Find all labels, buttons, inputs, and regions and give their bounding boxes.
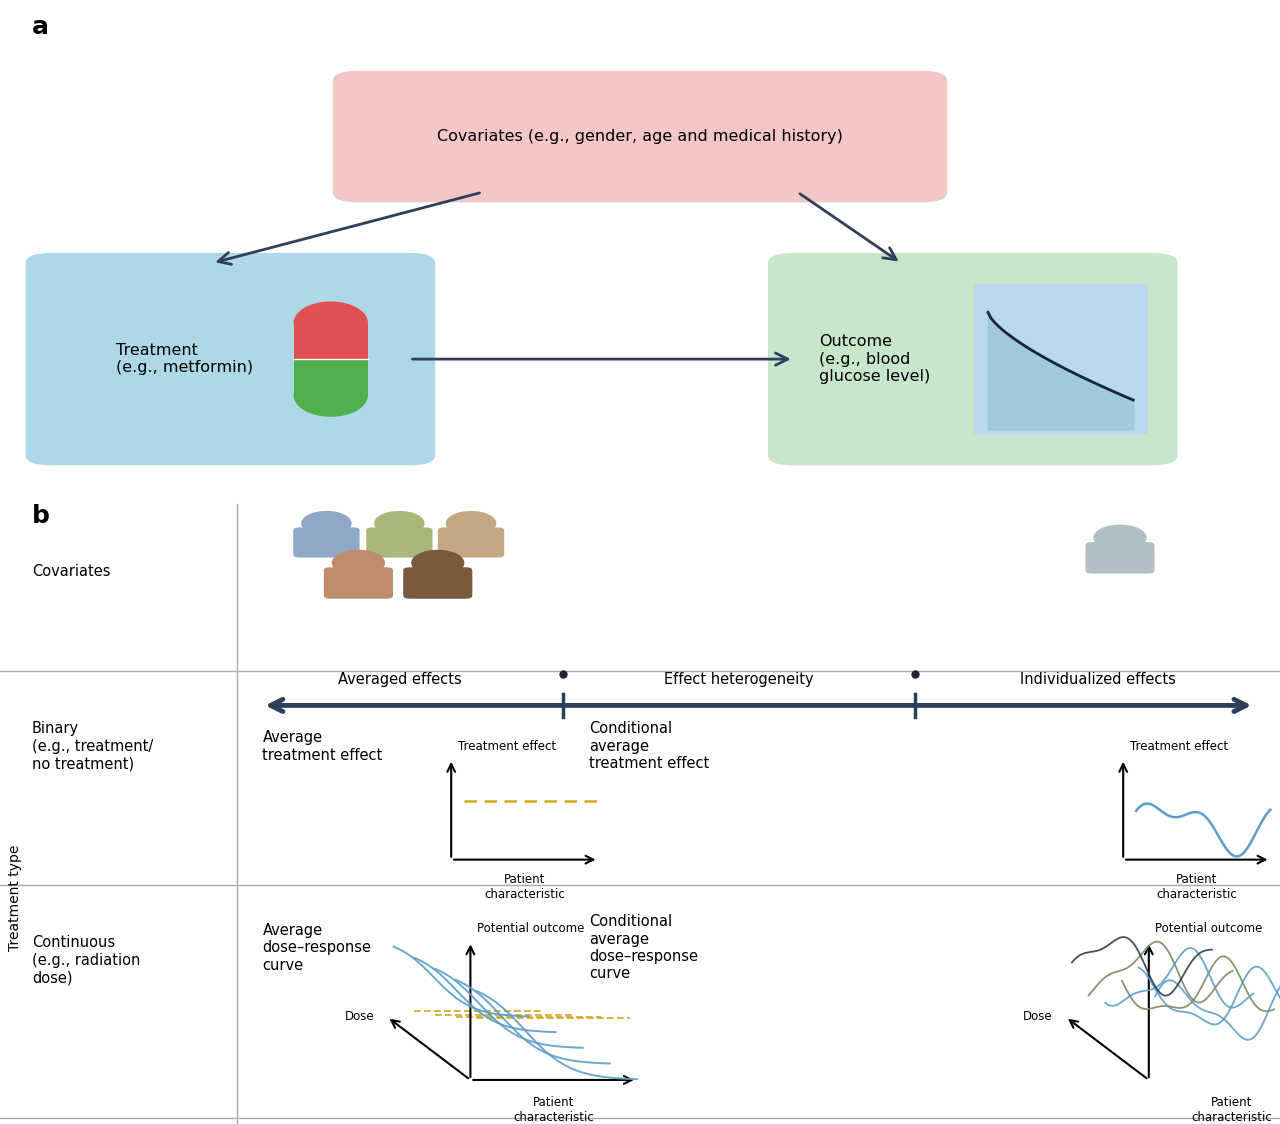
Text: Patient
characteristic: Patient characteristic [484,873,566,901]
Text: Conditional
average
treatment effect: Conditional average treatment effect [589,722,709,771]
Polygon shape [293,360,367,396]
Polygon shape [293,323,367,360]
Text: Covariates (e.g., gender, age and medical history): Covariates (e.g., gender, age and medica… [436,129,844,144]
FancyBboxPatch shape [26,253,435,465]
FancyBboxPatch shape [768,253,1178,465]
Text: Dose: Dose [344,1010,374,1024]
Text: Conditional
average
dose–response
curve: Conditional average dose–response curve [589,914,698,981]
Text: Dose: Dose [1023,1010,1052,1024]
Text: Treatment type: Treatment type [9,844,22,951]
Ellipse shape [293,374,367,417]
Circle shape [1093,525,1147,551]
Text: Treatment
(e.g., metformin): Treatment (e.g., metformin) [115,343,253,375]
Text: b: b [32,504,50,528]
Text: Binary
(e.g., treatment/
no treatment): Binary (e.g., treatment/ no treatment) [32,722,154,771]
Text: Average
treatment effect: Average treatment effect [262,731,383,762]
Text: Treatment effect: Treatment effect [1129,740,1228,753]
Text: Patient
characteristic: Patient characteristic [1192,1096,1272,1124]
Text: Covariates: Covariates [32,564,110,579]
Text: Outcome
(e.g., blood
glucose level): Outcome (e.g., blood glucose level) [819,334,931,384]
FancyBboxPatch shape [366,527,433,558]
FancyBboxPatch shape [333,71,947,202]
Text: Effect heterogeneity: Effect heterogeneity [664,671,814,687]
FancyBboxPatch shape [324,568,393,599]
Text: Averaged effects: Averaged effects [338,671,462,687]
Text: Treatment effect: Treatment effect [458,740,556,753]
Text: Individualized effects: Individualized effects [1020,671,1175,687]
FancyBboxPatch shape [403,568,472,599]
Circle shape [411,550,465,575]
Text: Patient
characteristic: Patient characteristic [513,1096,594,1124]
Circle shape [301,511,352,536]
FancyBboxPatch shape [438,527,504,558]
Circle shape [445,511,497,536]
FancyBboxPatch shape [1085,542,1155,573]
Text: Average
dose–response
curve: Average dose–response curve [262,923,371,972]
Text: Patient
characteristic: Patient characteristic [1156,873,1238,901]
Text: Continuous
(e.g., radiation
dose): Continuous (e.g., radiation dose) [32,935,141,986]
Text: a: a [32,16,49,39]
FancyBboxPatch shape [974,283,1148,435]
Ellipse shape [293,301,367,344]
Circle shape [332,550,385,575]
Circle shape [374,511,425,536]
FancyBboxPatch shape [293,527,360,558]
Text: Potential outcome: Potential outcome [477,922,584,935]
Text: Potential outcome: Potential outcome [1156,922,1262,935]
